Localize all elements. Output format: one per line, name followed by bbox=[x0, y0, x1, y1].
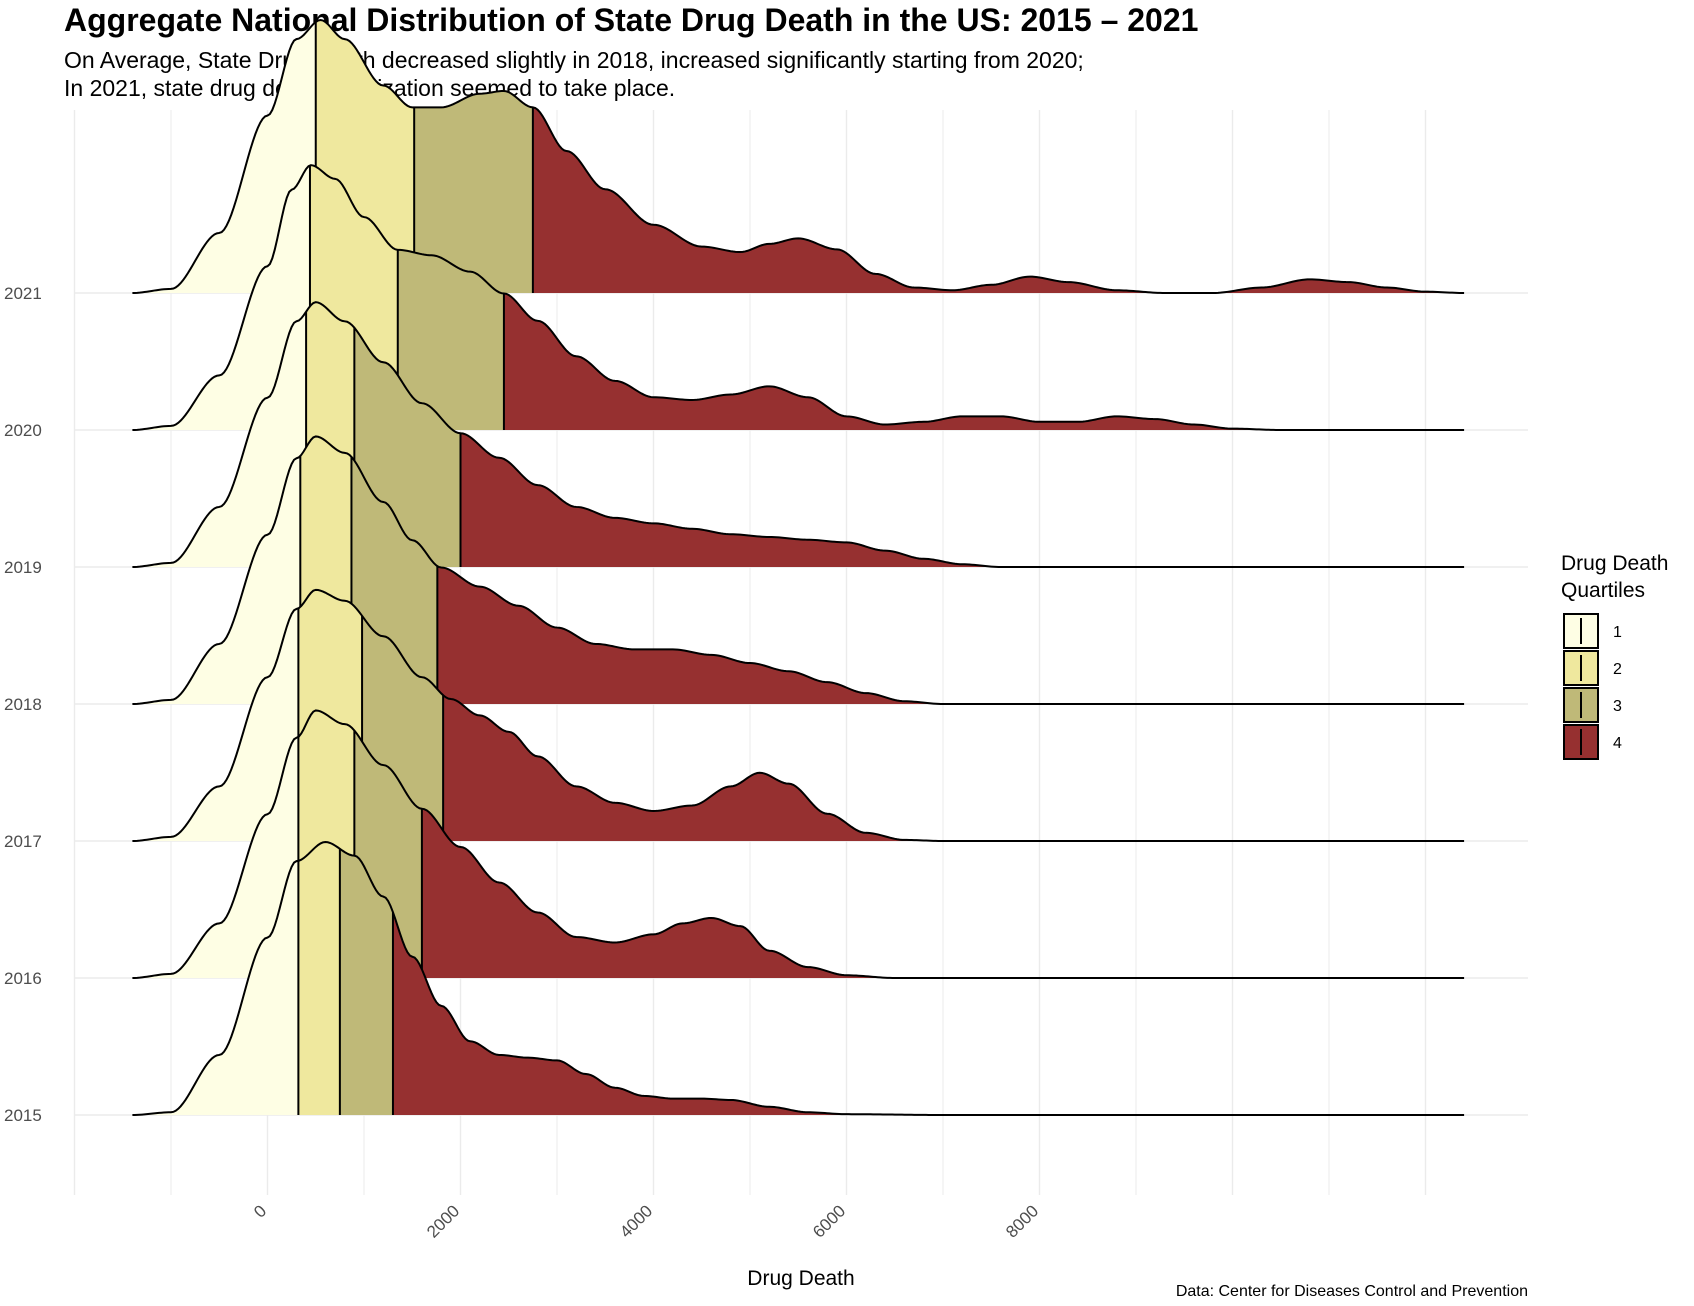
ridge-2015 bbox=[132, 840, 1465, 1116]
legend-keys: 1 2 3 4 bbox=[1563, 613, 1622, 760]
ridge-2021-quartile-1 bbox=[132, 21, 316, 294]
x-tick-label-2000: 2000 bbox=[423, 1201, 463, 1241]
ridge-2020-quartile-3 bbox=[397, 249, 504, 430]
ridge-2015-outline bbox=[132, 840, 1465, 1116]
chart-subtitle: On Average, State Drug Death decreased s… bbox=[64, 46, 1084, 102]
x-axis-title: Drug Death bbox=[747, 1267, 854, 1290]
legend-title-line-2: Quartiles bbox=[1561, 579, 1645, 602]
x-tick-label-0: 0 bbox=[250, 1201, 270, 1221]
ridge-2021-quartile-4 bbox=[532, 107, 1465, 293]
legend: Drug Death Quartiles 1 2 3 4 bbox=[1561, 552, 1668, 760]
legend-item-4: 4 bbox=[1563, 724, 1622, 760]
ridge-2018-quartile-4 bbox=[437, 566, 1465, 704]
y-tick-label-2020: 2020 bbox=[4, 421, 42, 440]
chart-title: Aggregate National Distribution of State… bbox=[64, 2, 1199, 38]
ridge-2020-outline bbox=[132, 164, 1465, 431]
data-source-caption: Data: Center for Diseases Control and Pr… bbox=[1176, 1283, 1528, 1300]
x-tick-label-6000: 6000 bbox=[809, 1201, 849, 1241]
ridge-2016-quartile-4 bbox=[421, 808, 1465, 978]
ridge-2017-outline bbox=[132, 588, 1465, 842]
legend-label-1: 1 bbox=[1613, 624, 1622, 641]
y-axis: 2021 2020 2019 2018 2017 2016 2015 bbox=[4, 284, 42, 1125]
ridge-2018-quartile-1 bbox=[132, 456, 301, 704]
ridge-2021-quartile-3 bbox=[414, 90, 533, 293]
legend-label-4: 4 bbox=[1613, 735, 1622, 752]
ridge-2020-quartile-1 bbox=[132, 165, 310, 430]
x-tick-label-8000: 8000 bbox=[1002, 1201, 1042, 1241]
ridge-2019-quartile-1 bbox=[132, 311, 307, 567]
ridge-2017-quartile-1 bbox=[132, 608, 299, 841]
x-axis: 0 2000 4000 6000 8000 bbox=[250, 1201, 1042, 1241]
legend-title-line-1: Drug Death bbox=[1561, 552, 1668, 575]
ridge-2017-quartile-4 bbox=[443, 695, 1465, 841]
x-tick-label-4000: 4000 bbox=[616, 1201, 656, 1241]
y-tick-label-2017: 2017 bbox=[4, 832, 42, 851]
ridge-2015-quartile-2 bbox=[298, 842, 340, 1115]
subtitle-line-1: On Average, State Drug Death decreased s… bbox=[64, 47, 1084, 73]
legend-label-3: 3 bbox=[1613, 698, 1622, 715]
ridge-2015-quartile-4 bbox=[392, 912, 1465, 1115]
y-tick-label-2018: 2018 bbox=[4, 695, 42, 714]
legend-label-2: 2 bbox=[1613, 661, 1622, 678]
y-tick-label-2016: 2016 bbox=[4, 969, 42, 988]
ridge-2016-quartile-1 bbox=[132, 737, 299, 978]
y-tick-label-2019: 2019 bbox=[4, 558, 42, 577]
ridge-2020-quartile-4 bbox=[503, 293, 1465, 430]
ridge-2018-outline bbox=[132, 435, 1465, 705]
y-tick-label-2021: 2021 bbox=[4, 284, 42, 303]
legend-item-3: 3 bbox=[1563, 687, 1622, 723]
legend-item-2: 2 bbox=[1563, 650, 1622, 686]
ridge-2019-quartile-4 bbox=[460, 433, 1465, 567]
ridge-2015-quartile-1 bbox=[132, 860, 299, 1115]
ridge-2015-quartile-3 bbox=[339, 848, 393, 1115]
ridge-2021-outline bbox=[132, 18, 1465, 294]
y-tick-label-2015: 2015 bbox=[4, 1106, 42, 1125]
ridges bbox=[132, 18, 1465, 1116]
legend-item-1: 1 bbox=[1563, 613, 1622, 649]
